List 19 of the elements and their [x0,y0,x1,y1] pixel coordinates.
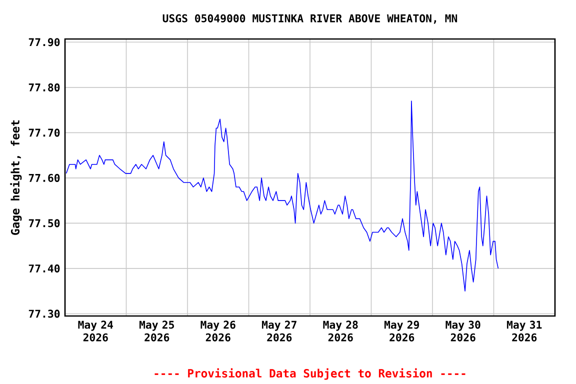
y-tick-label: 77.80 [28,83,60,92]
y-tick-label: 77.30 [28,310,60,318]
x-tick-label: May 24 2026 [78,320,113,342]
chart-title: USGS 05049000 MUSTINKA RIVER ABOVE WHEATON, MN [162,14,458,24]
x-tick-label: May 26 2026 [200,320,236,342]
x-tick-label: May 27 2026 [262,320,296,342]
y-tick-label: 77.50 [28,219,60,228]
y-axis-title: Gage height, feet [10,120,22,235]
text: ---- Provisional Data Subject to Revision ---- [154,368,466,380]
x-tick-label: May 25 2026 [139,320,174,342]
y-tick-label: 77.40 [28,264,60,272]
line-series [66,100,499,292]
x-tick-label: May 30 2026 [446,320,480,342]
y-tick-label: 77.90 [28,38,60,46]
y-tick-label: 77.70 [28,128,60,137]
y-tick-label: 77.60 [28,174,60,182]
x-tick-label: May 31 2026 [506,320,542,342]
x-tick-label: May 28 2026 [323,320,358,342]
x-tick-label: May 29 2026 [384,320,419,342]
